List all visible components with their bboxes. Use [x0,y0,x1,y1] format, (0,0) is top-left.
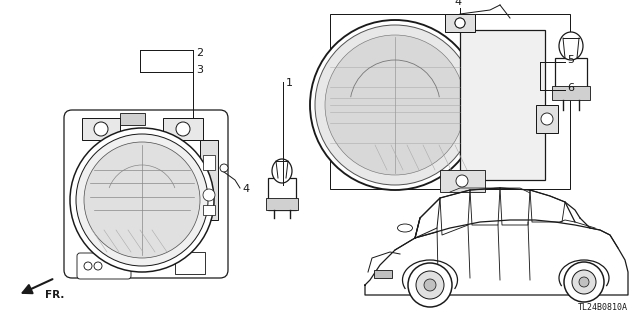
Bar [120,113,145,125]
Circle shape [456,175,468,187]
Circle shape [455,18,465,28]
Circle shape [572,270,596,294]
Text: 6: 6 [567,83,574,93]
Bar [203,205,215,215]
Text: 5: 5 [567,55,574,65]
Bar [266,198,298,210]
Bar [374,270,392,278]
Text: FR.: FR. [45,290,65,300]
Bar [445,14,475,32]
Ellipse shape [559,32,583,60]
Circle shape [541,113,553,125]
Circle shape [176,122,190,136]
Circle shape [579,277,589,287]
Bar [330,14,570,189]
Text: 4: 4 [454,0,461,7]
Circle shape [408,263,452,307]
Circle shape [94,262,102,270]
Bar [200,140,218,220]
Circle shape [315,25,475,185]
Bar [163,118,203,140]
Bar [440,170,485,192]
Circle shape [76,134,208,266]
Bar [460,30,545,180]
Bar [175,252,205,274]
Ellipse shape [272,159,292,183]
Circle shape [416,271,444,299]
Bar [552,86,590,100]
Ellipse shape [397,224,413,232]
Bar [555,58,587,98]
Circle shape [70,128,214,272]
Text: 3: 3 [196,65,203,75]
Circle shape [424,279,436,291]
FancyBboxPatch shape [64,110,228,278]
Circle shape [220,164,228,172]
Text: 4: 4 [242,184,249,194]
Circle shape [84,142,200,258]
Circle shape [455,18,465,28]
Circle shape [94,122,108,136]
Circle shape [564,262,604,302]
Text: 2: 2 [196,48,203,58]
Circle shape [203,189,215,201]
FancyBboxPatch shape [77,253,131,279]
Bar [268,178,296,210]
Bar [82,118,120,140]
Bar [536,105,558,133]
Circle shape [310,20,480,190]
Text: TL24B0810A: TL24B0810A [578,303,628,312]
Text: 1: 1 [286,78,293,88]
Circle shape [325,35,465,175]
Circle shape [84,262,92,270]
Bar [203,155,215,170]
